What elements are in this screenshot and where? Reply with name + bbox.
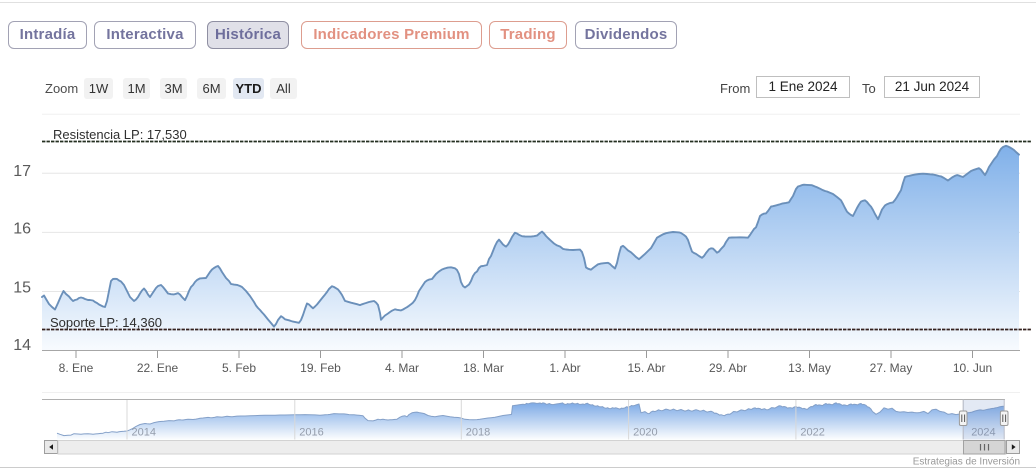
- svg-text:4. Mar: 4. Mar: [385, 361, 419, 375]
- svg-text:19. Feb: 19. Feb: [300, 361, 341, 375]
- svg-text:27. May: 27. May: [870, 361, 913, 375]
- svg-text:5. Feb: 5. Feb: [222, 361, 256, 375]
- svg-text:10. Jun: 10. Jun: [953, 361, 992, 375]
- svg-text:18. Mar: 18. Mar: [463, 361, 504, 375]
- svg-text:15. Abr: 15. Abr: [627, 361, 665, 375]
- svg-text:Estrategias de Inversión: Estrategias de Inversión: [913, 457, 1020, 468]
- svg-text:2014: 2014: [132, 427, 156, 439]
- svg-text:2022: 2022: [800, 427, 824, 439]
- svg-text:2018: 2018: [466, 427, 490, 439]
- svg-text:29. Abr: 29. Abr: [709, 361, 747, 375]
- svg-text:Resistencia LP: 17,530: Resistencia LP: 17,530: [53, 127, 187, 142]
- svg-text:Soporte LP: 14,360: Soporte LP: 14,360: [50, 315, 162, 330]
- svg-text:17: 17: [13, 163, 31, 180]
- svg-text:22. Ene: 22. Ene: [137, 361, 179, 375]
- svg-text:2020: 2020: [633, 427, 657, 439]
- svg-text:2016: 2016: [299, 427, 323, 439]
- svg-text:15: 15: [13, 279, 31, 296]
- svg-text:8. Ene: 8. Ene: [59, 361, 94, 375]
- svg-text:1. Abr: 1. Abr: [549, 361, 580, 375]
- svg-text:2024: 2024: [971, 427, 995, 439]
- svg-text:13. May: 13. May: [788, 361, 831, 375]
- svg-text:14: 14: [13, 337, 31, 354]
- svg-text:16: 16: [13, 221, 31, 238]
